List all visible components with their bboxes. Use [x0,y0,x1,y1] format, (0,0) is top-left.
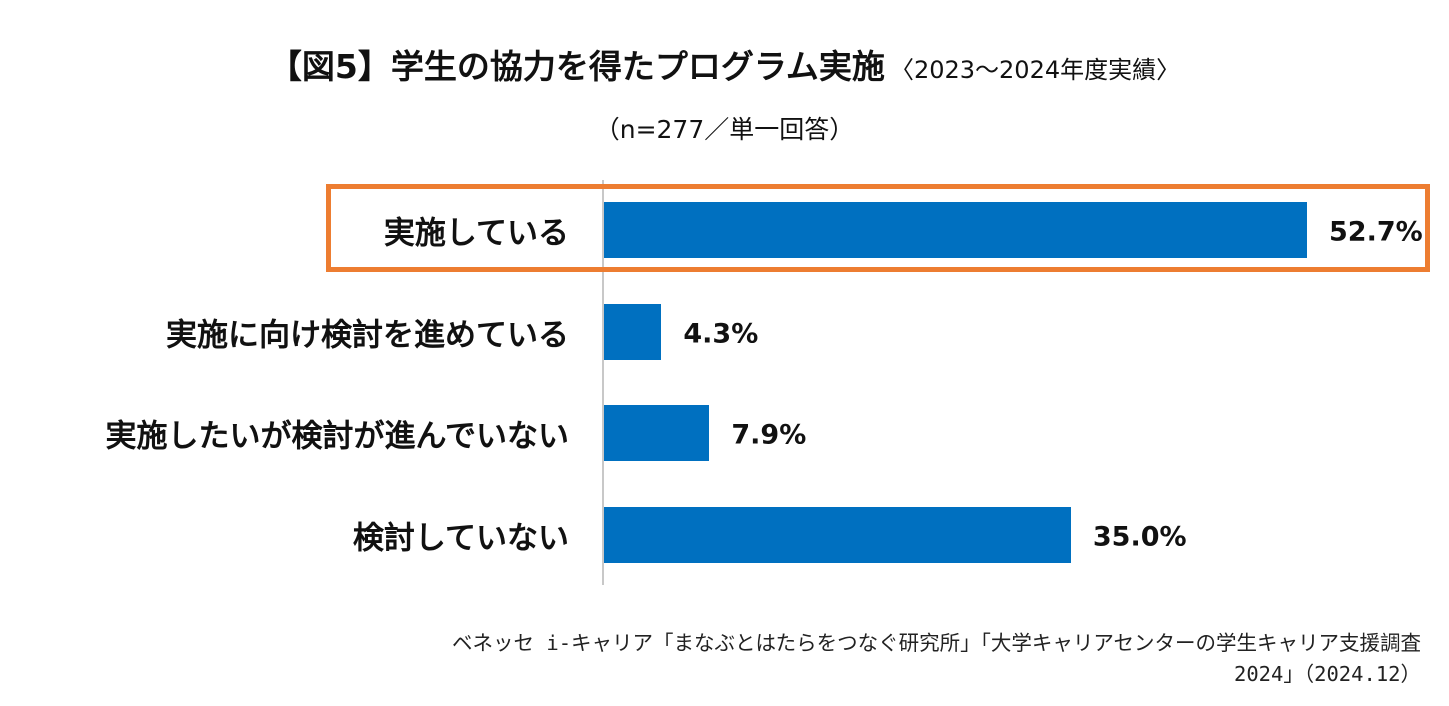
value-label: 7.9% [731,419,807,451]
value-label: 4.3% [683,318,759,349]
chart-title-main: 【図5】学生の協力を得たプログラム実施 [268,47,885,86]
category-label: 実施している [383,215,569,252]
chart-title-note: 〈2023～2024年度実績〉 [889,56,1181,84]
source-line-1: ベネッセ i-キャリア「まなぶとはたらをつなぐ研究所」「大学キャリアセンターの学… [452,631,1421,655]
chart-subtitle: （n=277／単一回答） [594,115,855,144]
category-label: 実施に向け検討を進めている [166,317,569,353]
category-label: 実施したいが検討が進んでいない [105,418,569,455]
source-note: ベネッセ i-キャリア「まなぶとはたらをつなぐ研究所」「大学キャリアセンターの学… [452,628,1421,690]
bar [604,405,710,461]
value-label: 35.0% [1092,521,1187,552]
highlight-box [326,184,1430,272]
source-line-2: 2024」（2024.12） [1233,662,1421,686]
bar [604,506,1071,563]
bar [604,202,1307,258]
bar [604,303,662,360]
category-axis-line [602,180,604,585]
category-label: 検討していない [352,520,569,556]
chart-title: 【図5】学生の協力を得たプログラム実施 〈2023～2024年度実績〉 [0,40,1449,88]
value-label: 52.7% [1329,216,1423,248]
